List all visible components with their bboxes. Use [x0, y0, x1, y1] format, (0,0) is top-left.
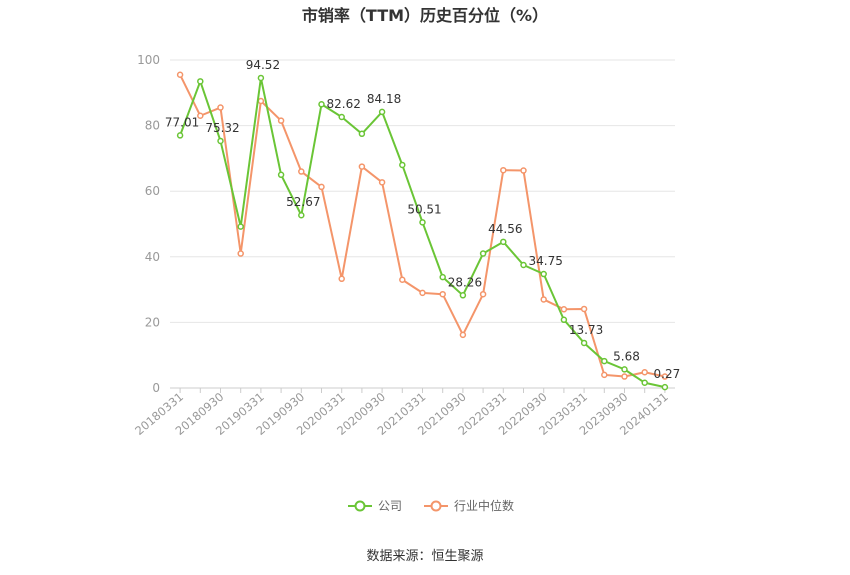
data-label: 34.75: [529, 254, 563, 268]
data-label: 82.62: [327, 97, 361, 111]
data-point-0: [459, 292, 467, 299]
data-point-0: [318, 101, 325, 108]
data-point-1: [378, 179, 386, 186]
data-label: 44.56: [488, 222, 522, 236]
data-point-0: [580, 339, 588, 347]
data-point-1: [479, 290, 487, 298]
data-point-0: [520, 261, 527, 269]
data-point-0: [298, 211, 305, 219]
data-point-0: [419, 219, 426, 226]
data-label: 13.73: [569, 323, 603, 337]
data-point-0: [399, 161, 406, 169]
data-point-1: [237, 250, 244, 257]
data-source: 数据来源：恒生聚源: [366, 549, 484, 564]
data-point-0: [661, 383, 669, 391]
data-point-0: [479, 250, 487, 257]
data-point-1: [560, 306, 568, 313]
data-label: 75.32: [205, 121, 239, 135]
data-point-0: [439, 273, 446, 281]
series-line-0: [179, 76, 666, 389]
data-point-1: [318, 183, 325, 191]
data-point-1: [419, 289, 426, 297]
data-label: 52.67: [286, 195, 320, 209]
y-tick-label: 0: [152, 381, 160, 395]
data-label: 28.26: [448, 275, 482, 289]
y-tick-label: 100: [137, 53, 160, 67]
data-point-0: [277, 171, 285, 179]
data-point-1: [399, 276, 406, 284]
data-label: 0.27: [654, 367, 681, 381]
y-tick-label: 80: [145, 119, 160, 133]
data-point-0: [358, 130, 366, 138]
data-point-0: [500, 238, 507, 246]
data-label: 94.52: [246, 58, 280, 72]
y-tick-label: 60: [145, 184, 160, 198]
data-point-0: [601, 357, 608, 365]
data-point-0: [217, 137, 224, 145]
data-point-1: [601, 371, 608, 379]
chart-title: 市销率（TTM）历史百分位（%）: [301, 6, 549, 25]
legend-label-1: 行业中位数: [454, 498, 514, 513]
data-label: 77.01: [165, 115, 199, 129]
data-point-1: [257, 97, 265, 105]
legend-marker-1: [430, 500, 442, 512]
y-tick-label: 20: [145, 315, 160, 329]
data-point-0: [257, 74, 265, 82]
legend-marker-0: [354, 500, 366, 512]
data-point-1: [197, 112, 204, 120]
data-point-1: [277, 117, 285, 124]
data-point-1: [580, 305, 588, 313]
data-point-1: [621, 373, 628, 380]
data-point-1: [641, 369, 648, 376]
data-point-1: [540, 296, 547, 303]
data-point-1: [459, 331, 467, 339]
data-point-1: [661, 373, 669, 380]
data-point-1: [176, 71, 184, 79]
data-point-1: [298, 168, 305, 175]
data-point-0: [197, 78, 204, 85]
data-point-1: [439, 290, 446, 298]
data-point-0: [176, 132, 184, 139]
data-point-0: [338, 113, 345, 121]
data-point-1: [358, 163, 366, 170]
data-point-1: [520, 167, 527, 174]
data-point-0: [621, 366, 628, 373]
data-point-0: [560, 316, 568, 324]
data-point-0: [378, 108, 386, 116]
data-point-1: [338, 275, 345, 283]
data-point-1: [217, 104, 224, 111]
y-tick-label: 40: [145, 250, 160, 264]
data-point-0: [641, 379, 648, 387]
data-point-0: [540, 270, 547, 278]
data-label: 84.18: [367, 92, 401, 106]
data-point-1: [500, 166, 507, 174]
data-label: 5.68: [613, 349, 640, 363]
data-label: 50.51: [407, 202, 441, 216]
legend-label-0: 公司: [378, 499, 402, 513]
data-point-0: [237, 223, 244, 230]
